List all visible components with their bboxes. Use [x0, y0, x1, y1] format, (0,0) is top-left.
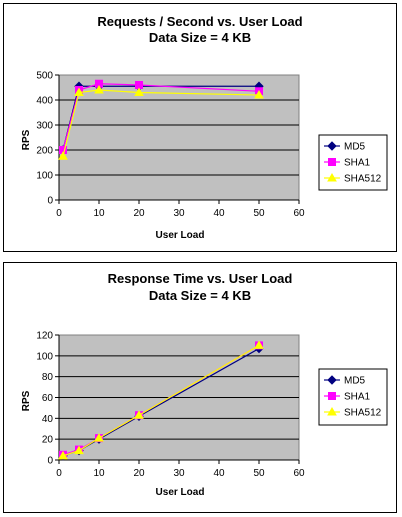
chart-title: Response Time vs. User Load — [108, 271, 293, 286]
chart-subtitle: Data Size = 4 KB — [149, 30, 251, 45]
y-tick-label: 80 — [42, 372, 54, 383]
chart-response-time-svg: Response Time vs. User Load Data Size = … — [21, 271, 388, 498]
data-point — [58, 450, 68, 460]
data-point — [135, 81, 143, 89]
x-tick-label: 10 — [93, 208, 105, 219]
y-tick-label: 120 — [36, 331, 53, 342]
x-tick-label: 40 — [213, 208, 225, 219]
x-axis-label: User Load — [156, 230, 205, 241]
x-tick-label: 30 — [173, 468, 185, 479]
data-point — [254, 89, 264, 99]
chart-panel-response-time: Response Time vs. User Load Data Size = … — [3, 262, 397, 513]
y-axis-label: RPS — [21, 129, 32, 150]
x-tick-label: 60 — [293, 468, 305, 479]
legend-marker — [327, 375, 337, 385]
x-tick-label: 0 — [56, 468, 62, 479]
series-sha512 — [58, 84, 264, 160]
data-point — [134, 87, 144, 96]
chart-panel-rps: Requests / Second vs. User Load Data Siz… — [3, 3, 397, 252]
legend-marker — [327, 172, 337, 182]
legend-marker — [328, 158, 336, 166]
x-tick-label: 10 — [93, 468, 105, 479]
legend-label: SHA1 — [344, 392, 371, 403]
data-point — [94, 84, 104, 94]
data-point — [58, 151, 68, 160]
legend-label: SHA1 — [344, 158, 371, 169]
legend-label: MD5 — [344, 142, 366, 153]
y-tick-label: 300 — [36, 121, 53, 132]
data-point — [254, 340, 264, 349]
x-tick-label: 40 — [213, 468, 225, 479]
series-sha512 — [58, 340, 264, 460]
legend-label: MD5 — [344, 376, 366, 387]
x-tick-label: 60 — [293, 208, 305, 219]
chart-title: Requests / Second vs. User Load — [97, 14, 302, 29]
legend-label: SHA512 — [344, 174, 382, 185]
chart-subtitle: Data Size = 4 KB — [149, 288, 251, 303]
data-point — [134, 410, 144, 419]
legend: MD5 SHA1 SHA512 — [318, 368, 388, 426]
y-tick-label: 60 — [42, 393, 54, 404]
legend-marker — [328, 392, 336, 400]
y-tick-label: 400 — [36, 96, 53, 107]
y-tick-label: 100 — [36, 351, 53, 362]
y-tick-label: 200 — [36, 146, 53, 157]
y-tick-label: 0 — [47, 196, 53, 207]
data-point — [74, 445, 84, 455]
data-point — [94, 433, 104, 442]
x-tick-label: 20 — [133, 208, 145, 219]
y-tick-label: 100 — [36, 171, 53, 182]
legend-label: SHA512 — [344, 408, 382, 419]
y-tick-label: 20 — [42, 435, 54, 446]
chart-rps-svg: Requests / Second vs. User Load Data Siz… — [21, 14, 388, 241]
x-tick-label: 30 — [173, 208, 185, 219]
x-tick-label: 50 — [253, 208, 265, 219]
legend-marker — [327, 141, 337, 151]
x-tick-label: 20 — [133, 468, 145, 479]
x-tick-label: 0 — [56, 208, 62, 219]
x-axis-label: User Load — [156, 487, 205, 498]
data-point — [74, 87, 84, 96]
legend: MD5 SHA1 SHA512 — [318, 134, 388, 191]
y-tick-label: 0 — [47, 456, 53, 467]
y-tick-label: 500 — [36, 71, 53, 82]
y-tick-label: 40 — [42, 414, 54, 425]
x-tick-label: 50 — [253, 468, 265, 479]
y-axis-label: RPS — [21, 390, 32, 411]
legend-marker — [327, 406, 337, 416]
